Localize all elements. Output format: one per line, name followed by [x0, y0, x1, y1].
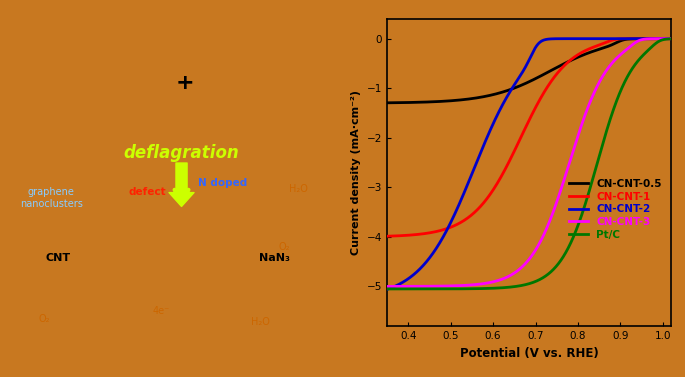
CN-CNT-3 — [659, 37, 667, 41]
CN-CNT-0.5 — [659, 37, 667, 41]
CN-CNT-2 — [659, 37, 667, 41]
CN-CNT-0.5 — [607, 43, 615, 48]
CN-CNT-0.5 — [521, 81, 530, 86]
FancyArrowPatch shape — [169, 163, 194, 207]
CN-CNT-1 — [397, 233, 406, 238]
CN-CNT-1 — [521, 126, 530, 130]
CN-CNT-0.5 — [667, 37, 675, 41]
Pt/C — [667, 37, 675, 41]
X-axis label: Potential (V vs. RHE): Potential (V vs. RHE) — [460, 346, 599, 360]
Pt/C — [659, 37, 667, 42]
CN-CNT-0.5 — [659, 37, 667, 41]
Legend: CN-CNT-0.5, CN-CNT-1, CN-CNT-2, CN-CNT-3, Pt/C: CN-CNT-0.5, CN-CNT-1, CN-CNT-2, CN-CNT-3… — [565, 175, 666, 244]
CN-CNT-2 — [397, 281, 406, 285]
Y-axis label: Current density (mA·cm⁻²): Current density (mA·cm⁻²) — [351, 90, 361, 255]
Pt/C — [397, 287, 406, 291]
CN-CNT-2 — [514, 77, 522, 82]
Text: deflagration: deflagration — [124, 144, 239, 162]
CN-CNT-1 — [667, 37, 675, 41]
CN-CNT-3 — [659, 37, 667, 41]
Text: CNT: CNT — [46, 253, 71, 263]
CN-CNT-0.5 — [514, 84, 522, 89]
CN-CNT-1 — [383, 234, 391, 239]
CN-CNT-3 — [514, 268, 522, 273]
CN-CNT-1 — [659, 37, 667, 41]
Text: +: + — [175, 73, 195, 93]
CN-CNT-2 — [383, 287, 391, 292]
Line: CN-CNT-1: CN-CNT-1 — [387, 39, 671, 236]
CN-CNT-1 — [514, 142, 522, 146]
CN-CNT-3 — [397, 284, 406, 289]
CN-CNT-1 — [659, 37, 667, 41]
CN-CNT-2 — [659, 37, 667, 41]
CN-CNT-1 — [607, 38, 615, 43]
Text: O₂: O₂ — [39, 314, 50, 323]
Line: CN-CNT-3: CN-CNT-3 — [387, 39, 671, 287]
Line: CN-CNT-0.5: CN-CNT-0.5 — [387, 39, 671, 103]
Text: 4e⁻: 4e⁻ — [152, 306, 170, 316]
CN-CNT-2 — [607, 37, 615, 41]
Pt/C — [659, 37, 667, 42]
Text: O₂: O₂ — [279, 242, 290, 252]
Pt/C — [521, 282, 530, 287]
Text: graphene
nanoclusters: graphene nanoclusters — [20, 187, 83, 209]
CN-CNT-2 — [521, 65, 530, 70]
CN-CNT-2 — [667, 37, 675, 41]
CN-CNT-3 — [667, 37, 675, 41]
CN-CNT-3 — [607, 62, 615, 67]
Text: H₂O: H₂O — [288, 184, 308, 193]
Pt/C — [607, 115, 615, 120]
CN-CNT-0.5 — [383, 101, 391, 105]
Text: NaN₃: NaN₃ — [258, 253, 290, 263]
Pt/C — [383, 287, 391, 291]
CN-CNT-3 — [521, 262, 530, 266]
CN-CNT-0.5 — [397, 100, 406, 105]
Text: H₂O: H₂O — [251, 317, 270, 327]
CN-CNT-3 — [383, 284, 391, 289]
Text: N doped: N doped — [198, 178, 247, 188]
Line: CN-CNT-2: CN-CNT-2 — [387, 39, 671, 290]
Pt/C — [514, 284, 522, 288]
Line: Pt/C: Pt/C — [387, 39, 671, 289]
Text: defect: defect — [129, 187, 166, 197]
